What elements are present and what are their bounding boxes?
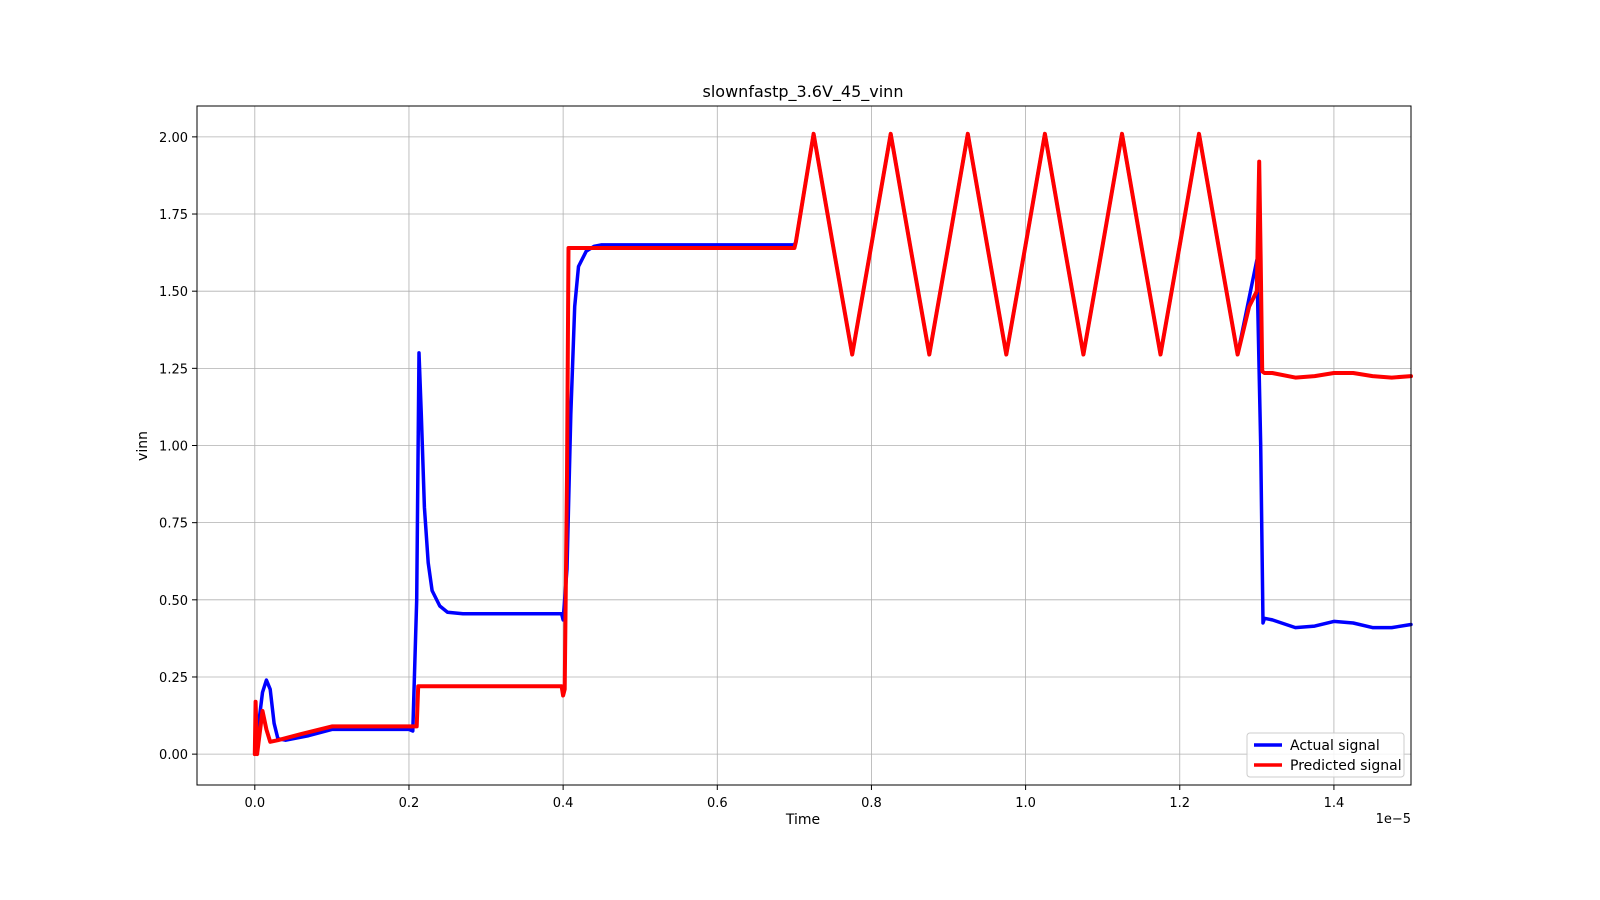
y-tick-label: 2.00	[159, 131, 188, 146]
legend-label-predicted: Predicted signal	[1290, 758, 1402, 774]
y-tick-label: 0.25	[159, 671, 188, 686]
legend: Actual signal Predicted signal	[1246, 732, 1405, 778]
y-tick-label: 1.25	[159, 362, 188, 377]
y-tick-label: 1.75	[159, 208, 188, 223]
y-tick-label: 0.50	[159, 594, 188, 609]
x-tick-label: 1.2	[1169, 796, 1190, 811]
legend-box	[1246, 732, 1405, 778]
x-axis-offset-label: 1e−5	[1376, 812, 1411, 827]
grid	[197, 106, 1411, 785]
x-tick-label: 0.0	[244, 796, 265, 811]
x-tick-label: 1.4	[1324, 796, 1345, 811]
x-tick-label: 0.4	[553, 796, 574, 811]
y-axis: 0.00 0.25 0.50 0.75 1.00 1.25 1.50 1.75 2.00	[159, 131, 197, 763]
x-axis-label: Time	[785, 812, 820, 828]
x-tick-label: 0.8	[861, 796, 882, 811]
x-tick-label: 0.2	[399, 796, 420, 811]
chart-title: slownfastp_3.6V_45_vinn	[703, 82, 904, 102]
y-tick-label: 1.50	[159, 285, 188, 300]
y-tick-label: 1.00	[159, 440, 188, 455]
legend-label-actual: Actual signal	[1290, 738, 1380, 754]
series-line-predicted	[252, 131, 1413, 757]
x-tick-label: 1.0	[1015, 796, 1036, 811]
plot-area	[252, 131, 1413, 757]
y-axis-label: vinn	[135, 431, 151, 461]
x-tick-label: 0.6	[707, 796, 728, 811]
x-axis: 0.0 0.2 0.4 0.6 0.8 1.0 1.2 1.4	[244, 785, 1344, 811]
y-tick-label: 0.00	[159, 748, 188, 763]
y-tick-label: 0.75	[159, 517, 188, 532]
